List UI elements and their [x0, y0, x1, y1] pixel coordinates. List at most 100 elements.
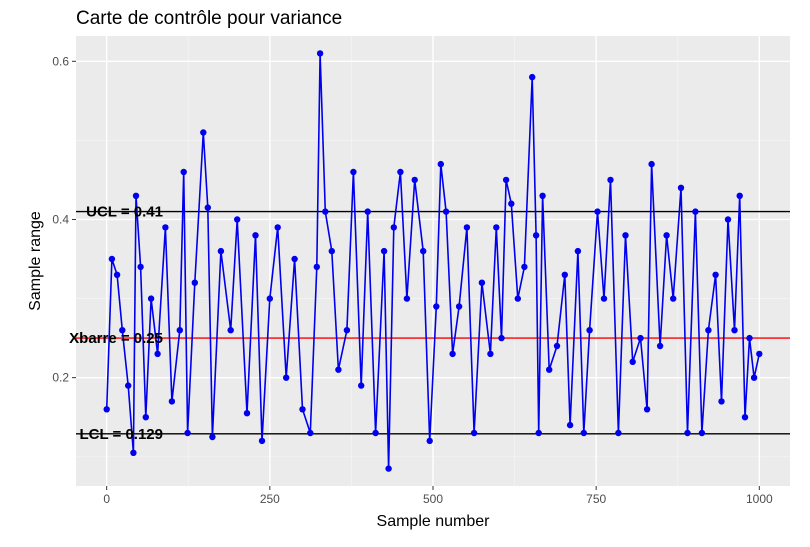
data-point — [670, 295, 677, 302]
data-point — [335, 366, 342, 373]
data-point — [403, 295, 411, 302]
data-point — [147, 295, 155, 302]
data-point — [420, 247, 427, 255]
data-point — [663, 232, 670, 239]
data-series — [103, 50, 763, 472]
data-point — [125, 382, 132, 389]
data-point — [132, 192, 140, 199]
data-point — [692, 208, 699, 215]
y-tick-label: 0.6 — [52, 54, 69, 68]
data-point — [553, 342, 561, 350]
data-point — [299, 406, 306, 413]
data-point — [168, 398, 176, 405]
data-point — [594, 208, 601, 215]
x-axis: 0 250 500 750 1000 — [103, 486, 773, 506]
data-point — [684, 429, 691, 437]
y-tick-label: 0.2 — [52, 371, 69, 385]
data-point — [566, 421, 574, 429]
data-point — [535, 429, 542, 437]
data-point — [433, 303, 440, 310]
data-point — [385, 465, 392, 472]
x-axis-title: Sample number — [377, 513, 491, 530]
chart-title: Carte de contrôle pour variance — [76, 8, 342, 29]
x-tick-label: 750 — [586, 492, 606, 506]
data-point — [607, 176, 614, 184]
data-point — [442, 208, 450, 215]
data-point — [741, 414, 749, 421]
data-point — [274, 224, 281, 231]
data-point — [372, 429, 379, 437]
data-point — [622, 232, 629, 239]
control-limit-label: UCL = 0.41 — [86, 204, 163, 221]
data-point — [316, 50, 324, 57]
data-point — [243, 410, 251, 417]
y-axis: 0.2 0.4 0.6 — [52, 54, 76, 385]
data-point — [698, 429, 706, 437]
data-point — [180, 168, 187, 176]
control-limit-label: Xbarre = 0.25 — [69, 330, 163, 347]
data-point — [103, 406, 110, 413]
data-point — [380, 247, 388, 255]
data-point — [600, 295, 608, 302]
data-point — [390, 224, 397, 231]
data-point — [449, 350, 456, 358]
data-point — [586, 327, 593, 334]
data-point — [574, 247, 582, 255]
data-point — [142, 414, 149, 421]
data-point — [580, 429, 587, 437]
data-point — [514, 295, 521, 302]
data-point — [283, 374, 290, 381]
data-point — [328, 247, 335, 255]
data-point — [191, 279, 198, 286]
series-line — [105, 52, 761, 470]
data-point — [227, 327, 234, 334]
x-tick-label: 500 — [423, 492, 443, 506]
data-point — [411, 176, 418, 184]
data-point — [343, 327, 351, 334]
data-point — [176, 327, 183, 334]
data-point — [493, 224, 500, 231]
data-point — [532, 232, 540, 239]
data-point — [350, 168, 357, 176]
data-point — [313, 263, 320, 271]
data-point — [637, 334, 644, 342]
x-tick-label: 250 — [260, 492, 280, 506]
data-point — [648, 160, 655, 168]
data-point — [364, 208, 371, 215]
data-point — [750, 374, 758, 381]
y-tick-label: 0.4 — [52, 212, 69, 226]
control-limit-labels: UCL = 0.41 Xbarre = 0.25 LCL = 0.129 — [69, 204, 163, 443]
data-point — [478, 279, 486, 286]
data-point — [487, 350, 494, 358]
data-point — [712, 271, 719, 278]
control-limit-lines — [76, 210, 790, 435]
data-point — [437, 160, 444, 168]
y-axis-title: Sample range — [27, 211, 44, 311]
data-point — [539, 192, 546, 199]
data-point — [291, 255, 298, 263]
data-point — [736, 192, 743, 199]
x-tick-label: 0 — [103, 492, 110, 506]
data-point — [561, 271, 568, 278]
data-point — [463, 224, 471, 231]
control-limit-label: LCL = 0.129 — [79, 426, 163, 443]
data-point — [521, 263, 528, 271]
data-point — [498, 334, 505, 342]
data-point — [718, 398, 725, 405]
data-point — [154, 350, 161, 358]
data-point — [656, 342, 664, 350]
data-point — [130, 449, 137, 456]
data-point — [629, 358, 636, 365]
data-point — [746, 334, 753, 342]
data-point — [470, 429, 478, 437]
data-point — [546, 366, 553, 373]
data-point — [615, 429, 622, 437]
data-point — [731, 327, 738, 334]
data-point — [322, 208, 329, 215]
data-point — [209, 433, 216, 441]
data-point — [724, 216, 732, 223]
data-point — [217, 247, 225, 255]
data-point — [426, 437, 433, 445]
data-point — [643, 406, 651, 413]
